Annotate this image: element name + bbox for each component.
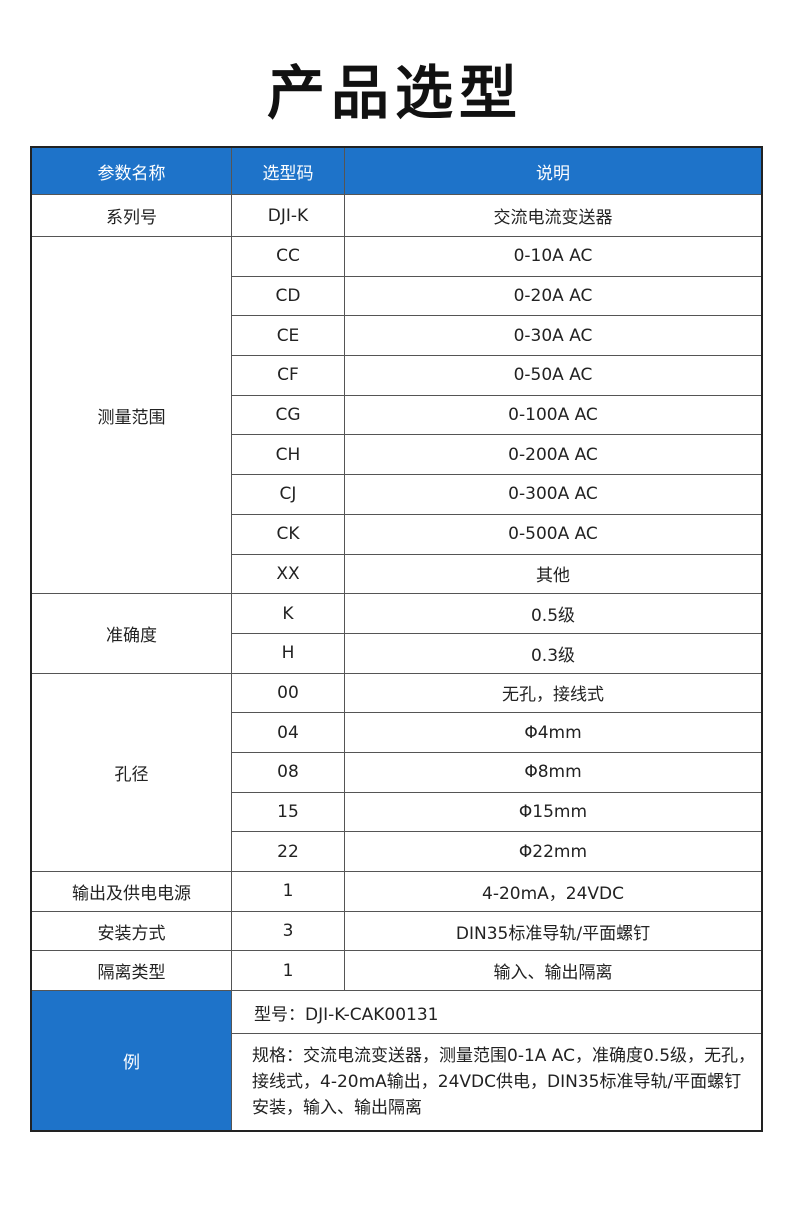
page-title: 产品选型 xyxy=(266,59,523,127)
selection-code: CJ xyxy=(231,474,345,515)
description: 0-500A AC xyxy=(344,513,763,555)
table-row: 隔离类型 1 输入、输出隔离 xyxy=(30,950,763,992)
product-selection-table: 参数名称 选型码 说明 系列号 DJI-K 交流电流变送器 测量范围 CC 0-10A A… xyxy=(30,146,763,1133)
description: 0-100A AC xyxy=(344,394,763,436)
description: 其他 xyxy=(344,553,763,595)
description: 输入、输出隔离 xyxy=(344,950,763,992)
example-spec: 规格：交流电流变送器，测量范围0-1A AC，准确度0.5级，无孔，接线式，4-… xyxy=(231,1033,763,1132)
description: 0-300A AC xyxy=(344,474,763,515)
selection-code: DJI-K xyxy=(231,194,345,237)
description: Φ8mm xyxy=(344,751,763,793)
table-row: 08 Φ8mm xyxy=(31,751,763,793)
selection-code: CG xyxy=(231,394,345,436)
example-model: 型号：DJI-K-CAK00131 xyxy=(231,990,763,1035)
description: 0-20A AC xyxy=(344,275,763,317)
param-name: 准确度 xyxy=(30,593,232,674)
table-row: 准确度 K 0.5级 xyxy=(30,593,763,674)
table-row: 系列号 DJI-K 交流电流变送器 xyxy=(30,194,763,237)
selection-code: H xyxy=(231,632,345,674)
selection-code: 04 xyxy=(231,712,345,753)
selection-code: 1 xyxy=(231,871,345,912)
selection-code: CC xyxy=(231,236,345,277)
table-row: CG 0-100A AC xyxy=(31,394,763,436)
description: Φ15mm xyxy=(344,791,763,833)
selection-code: 1 xyxy=(231,950,345,992)
selection-code: 08 xyxy=(231,751,345,793)
description: Φ22mm xyxy=(344,831,763,872)
param-name: 系列号 xyxy=(30,194,232,237)
param-name: 孔径 xyxy=(30,672,232,873)
selection-code: CE xyxy=(231,315,345,357)
selection-code: 15 xyxy=(231,791,345,833)
param-name: 安装方式 xyxy=(30,910,232,952)
table-row: 22 Φ22mm xyxy=(31,831,763,872)
example-spec-row: 规格：交流电流变送器，测量范围0-1A AC，准确度0.5级，无孔，接线式，4-… xyxy=(31,1033,763,1132)
param-name: 隔离类型 xyxy=(30,950,232,992)
table-row: 安装方式 3 DIN35标准导轨/平面螺钉 xyxy=(30,910,763,952)
selection-code: CF xyxy=(231,355,345,396)
description: 0.5级 xyxy=(344,593,763,634)
header-code: 选型码 xyxy=(231,146,345,195)
selection-code: 00 xyxy=(231,672,345,714)
selection-code: 22 xyxy=(231,831,345,872)
table-row: 测量范围 CC 0-10A AC xyxy=(30,235,763,595)
description: 0-50A AC xyxy=(344,355,763,396)
example-label: 例 xyxy=(30,990,232,1132)
table-row: 04 Φ4mm xyxy=(31,712,763,753)
selection-code: CK xyxy=(231,513,345,555)
table-row: 输出及供电电源 1 4-20mA，24VDC xyxy=(30,871,763,912)
description: Φ4mm xyxy=(344,712,763,753)
description: 0-200A AC xyxy=(344,434,763,476)
table-row: CJ 0-300A AC xyxy=(31,474,763,515)
table-row: CF 0-50A AC xyxy=(31,355,763,396)
table-row: 孔径 00 无孔，接线式 xyxy=(30,672,763,873)
header-param-name: 参数名称 xyxy=(30,146,232,195)
selection-code: CH xyxy=(231,434,345,476)
table-row: CK 0-500A AC xyxy=(31,513,763,555)
selection-code: K xyxy=(231,593,345,634)
table-row: CE 0-30A AC xyxy=(31,315,763,357)
selection-code: CD xyxy=(231,275,345,317)
description: 0-30A AC xyxy=(344,315,763,357)
example-model-row: 例型号：DJI-K-CAK00131 xyxy=(30,990,763,1132)
table-row: 15 Φ15mm xyxy=(31,791,763,833)
param-name: 测量范围 xyxy=(30,235,232,595)
description: DIN35标准导轨/平面螺钉 xyxy=(344,910,763,952)
description: 0.3级 xyxy=(344,632,763,674)
description: 无孔，接线式 xyxy=(344,672,763,714)
table-row: XX 其他 xyxy=(31,553,763,595)
table-header-row: 参数名称 选型码 说明 xyxy=(30,146,763,195)
header-description: 说明 xyxy=(344,146,763,195)
table-row: CD 0-20A AC xyxy=(31,275,763,317)
selection-code: 3 xyxy=(231,910,345,952)
description: 4-20mA，24VDC xyxy=(344,871,763,912)
param-name: 输出及供电电源 xyxy=(30,871,232,912)
selection-code: XX xyxy=(231,553,345,595)
description: 交流电流变送器 xyxy=(344,194,763,237)
table-row: CH 0-200A AC xyxy=(31,434,763,476)
description: 0-10A AC xyxy=(344,236,763,277)
